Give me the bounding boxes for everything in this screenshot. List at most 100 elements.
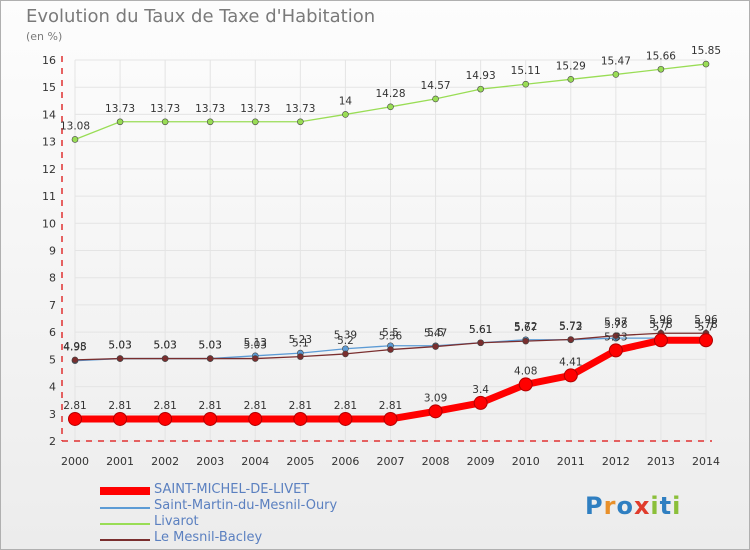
data-point — [71, 136, 79, 143]
data-point — [702, 60, 710, 68]
data-label: 5.2 — [337, 335, 354, 347]
x-tick-label: 2002 — [151, 455, 179, 468]
legend-label: SAINT-MICHEL-DE-LIVET — [154, 482, 310, 497]
data-label: 5.5 — [382, 327, 399, 339]
data-point — [113, 411, 128, 426]
data-label: 5.03 — [153, 340, 176, 352]
data-point — [563, 368, 578, 383]
data-point — [68, 411, 82, 426]
data-point — [432, 343, 439, 350]
x-tick-label: 2009 — [467, 455, 495, 468]
x-tick-label: 2001 — [106, 455, 134, 468]
data-point — [657, 65, 665, 73]
data-label: 14.57 — [421, 80, 451, 92]
data-label: 5.03 — [244, 340, 267, 352]
data-point — [206, 355, 214, 362]
data-label: 13.73 — [285, 103, 315, 115]
y-tick-label: 13 — [42, 136, 56, 149]
x-tick-label: 2008 — [422, 455, 450, 468]
data-label: 5.7 — [698, 321, 715, 333]
data-point — [383, 411, 398, 426]
data-label: 15.11 — [511, 65, 541, 77]
data-label: 5.03 — [199, 340, 222, 352]
data-point — [203, 411, 218, 426]
data-label: 4.08 — [514, 365, 537, 377]
data-point — [71, 356, 79, 364]
data-point — [342, 350, 349, 358]
x-tick-label: 2005 — [286, 455, 314, 468]
data-label: 5.03 — [199, 340, 222, 352]
data-point — [428, 404, 443, 419]
data-point — [608, 343, 623, 358]
data-label: 2.81 — [334, 400, 357, 412]
x-tick-label: 2012 — [602, 455, 630, 468]
data-label: 5.03 — [108, 340, 131, 352]
data-point — [251, 355, 259, 362]
data-point — [248, 411, 263, 426]
x-tick-label: 2011 — [557, 455, 585, 468]
data-label: 4.41 — [559, 356, 582, 368]
legend-item-livarot: Livarot — [100, 514, 420, 532]
data-point — [338, 411, 353, 426]
data-label: 2.81 — [244, 400, 267, 412]
proxiti-logo: Proxiti — [585, 492, 682, 520]
data-label: 5.73 — [559, 320, 582, 332]
data-point — [612, 332, 620, 339]
data-point — [653, 333, 668, 348]
data-point — [158, 411, 173, 426]
y-tick-label: 5 — [49, 353, 56, 366]
chart-title: Evolution du Taux de Taxe d'Habitation — [26, 6, 376, 27]
data-point — [206, 118, 214, 126]
data-point — [522, 80, 530, 88]
data-label: 4.95 — [63, 342, 86, 354]
data-label: 5.78 — [694, 319, 717, 331]
legend-item-saint-martin: Saint-Martin-du-Mesnil-Oury — [100, 498, 420, 516]
data-label: 13.73 — [150, 103, 180, 115]
y-tick-label: 7 — [49, 299, 56, 312]
data-label: 13.73 — [240, 103, 270, 115]
data-label: 5.03 — [153, 340, 176, 352]
data-label: 5.78 — [604, 319, 627, 331]
y-tick-label: 2 — [49, 435, 56, 448]
data-point — [522, 337, 530, 345]
data-point — [342, 111, 349, 118]
data-label: 13.08 — [60, 120, 90, 132]
data-label: 3.09 — [424, 392, 447, 404]
data-label: 5.61 — [469, 324, 492, 336]
data-point — [567, 336, 575, 343]
unit-label: (en %) — [26, 30, 63, 43]
data-label: 14.28 — [375, 88, 405, 100]
data-point — [567, 76, 575, 83]
data-label: 15.47 — [601, 55, 631, 67]
data-label: 5.87 — [604, 317, 627, 329]
data-label: 13.73 — [195, 103, 225, 115]
data-label: 2.81 — [108, 400, 131, 412]
x-tick-label: 2014 — [692, 455, 720, 468]
data-label: 5.1 — [292, 338, 309, 350]
data-label: 2.81 — [63, 400, 86, 412]
data-label: 5.72 — [559, 321, 582, 333]
y-tick-label: 9 — [49, 245, 56, 258]
data-label: 5.47 — [424, 328, 447, 340]
data-point — [432, 95, 439, 103]
legend-label: Livarot — [154, 514, 199, 529]
data-point — [477, 85, 484, 93]
y-tick-label: 4 — [49, 381, 56, 394]
data-label: 15.66 — [646, 50, 676, 62]
data-label: 5.96 — [694, 314, 718, 326]
data-point — [473, 395, 488, 410]
data-point — [387, 346, 394, 353]
data-label: 5.36 — [379, 331, 403, 343]
data-point — [612, 71, 620, 78]
data-label: 15.85 — [691, 45, 721, 57]
data-label: 5.13 — [244, 337, 267, 349]
x-tick-label: 2010 — [512, 455, 540, 468]
y-tick-label: 3 — [49, 408, 56, 421]
x-tick-label: 2007 — [377, 455, 405, 468]
legend-swatch — [100, 507, 150, 509]
x-tick-label: 2004 — [241, 455, 269, 468]
data-label: 5.39 — [334, 330, 357, 342]
data-point — [293, 411, 308, 426]
